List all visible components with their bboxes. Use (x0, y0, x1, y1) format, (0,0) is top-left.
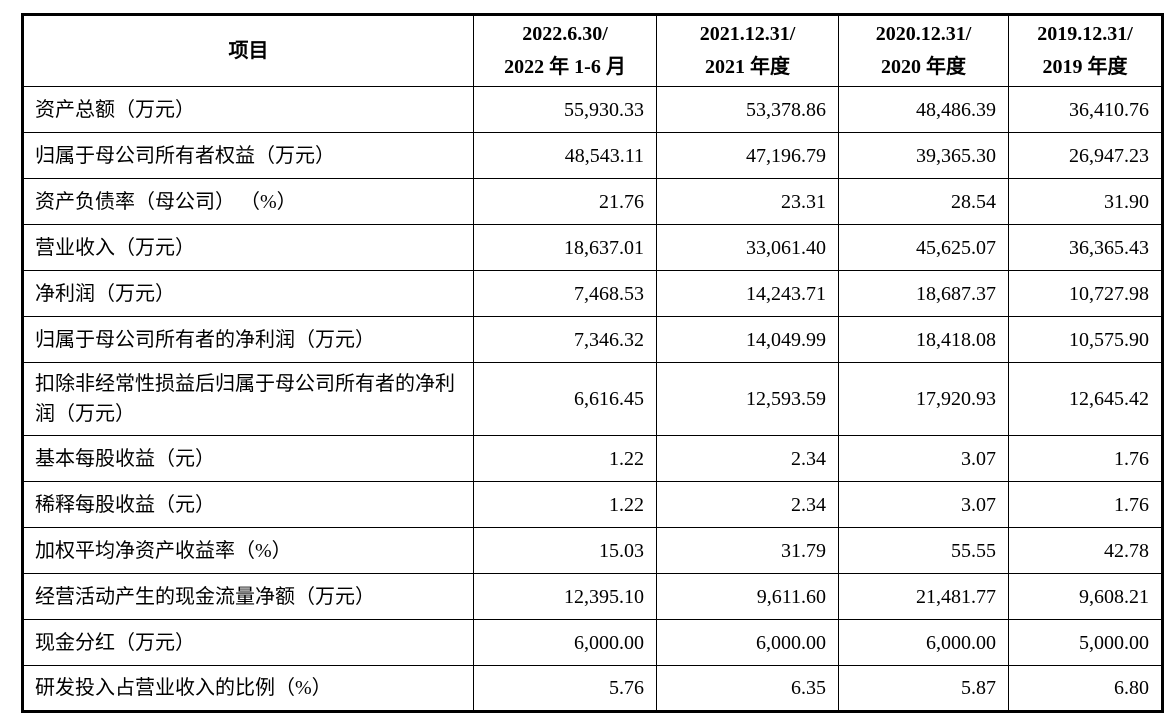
row-value: 9,608.21 (1008, 573, 1163, 620)
row-value: 14,243.71 (656, 270, 839, 317)
row-value: 12,395.10 (473, 573, 657, 620)
row-value: 1.22 (473, 435, 657, 482)
row-value: 45,625.07 (838, 224, 1009, 271)
financial-summary-table: 项目 2022.6.30/ 2022 年 1-6 月 2021.12.31/ 2… (21, 13, 1164, 713)
item-header-label: 项目 (228, 39, 269, 62)
table-row: 资产总额（万元） 55,930.33 53,378.86 48,486.39 3… (22, 86, 1163, 133)
column-header-period-2022: 2022.6.30/ 2022 年 1-6 月 (473, 14, 657, 87)
row-value: 31.90 (1008, 178, 1163, 225)
column-header-item: 项目 (22, 14, 474, 87)
row-value: 17,920.93 (838, 362, 1009, 436)
row-value: 1.22 (473, 481, 657, 528)
row-value: 42.78 (1008, 527, 1163, 574)
row-label: 经营活动产生的现金流量净额（万元） (22, 573, 474, 620)
row-value: 6.80 (1008, 665, 1163, 712)
row-value: 48,486.39 (838, 86, 1009, 133)
row-label: 稀释每股收益（元） (22, 481, 474, 528)
table-row: 归属于母公司所有者的净利润（万元） 7,346.32 14,049.99 18,… (22, 316, 1163, 363)
period-date: 2019.12.31/ (1037, 23, 1133, 45)
row-value: 3.07 (838, 481, 1009, 528)
row-label: 研发投入占营业收入的比例（%） (22, 665, 474, 712)
row-value: 5.87 (838, 665, 1009, 712)
row-value: 10,575.90 (1008, 316, 1163, 363)
period-date: 2021.12.31/ (699, 23, 796, 45)
row-label: 营业收入（万元） (22, 224, 474, 271)
row-label: 现金分红（万元） (22, 619, 474, 666)
row-value: 55,930.33 (473, 86, 657, 133)
row-value: 47,196.79 (656, 132, 839, 179)
row-value: 5,000.00 (1008, 619, 1163, 666)
column-header-period-2019: 2019.12.31/ 2019 年度 (1008, 14, 1163, 87)
row-value: 5.76 (473, 665, 657, 712)
table-row: 现金分红（万元） 6,000.00 6,000.00 6,000.00 5,00… (22, 619, 1163, 666)
period-range: 2021 年度 (705, 56, 790, 78)
row-value: 23.31 (656, 178, 839, 225)
row-label: 归属于母公司所有者的净利润（万元） (22, 316, 474, 363)
period-date: 2022.6.30/ (522, 23, 608, 45)
row-value: 53,378.86 (656, 86, 839, 133)
row-value: 9,611.60 (656, 573, 839, 620)
row-value: 2.34 (656, 481, 839, 528)
table-row: 加权平均净资产收益率（%） 15.03 31.79 55.55 42.78 (22, 527, 1163, 574)
row-label: 基本每股收益（元） (22, 435, 474, 482)
row-value: 21,481.77 (838, 573, 1009, 620)
row-value: 7,468.53 (473, 270, 657, 317)
column-header-period-2021: 2021.12.31/ 2021 年度 (656, 14, 839, 87)
column-header-period-2020: 2020.12.31/ 2020 年度 (838, 14, 1009, 87)
period-range: 2019 年度 (1042, 56, 1128, 78)
row-label: 扣除非经常性损益后归属于母公司所有者的净利润（万元） (22, 362, 474, 436)
row-value: 18,637.01 (473, 224, 657, 271)
row-value: 12,645.42 (1008, 362, 1163, 436)
table-row: 基本每股收益（元） 1.22 2.34 3.07 1.76 (22, 435, 1163, 482)
row-value: 14,049.99 (656, 316, 839, 363)
table-row: 资产负债率（母公司） （%） 21.76 23.31 28.54 31.90 (22, 178, 1163, 225)
row-value: 31.79 (656, 527, 839, 574)
table-row: 经营活动产生的现金流量净额（万元） 12,395.10 9,611.60 21,… (22, 573, 1163, 620)
row-value: 33,061.40 (656, 224, 839, 271)
row-value: 6,000.00 (473, 619, 657, 666)
row-value: 3.07 (838, 435, 1009, 482)
row-value: 6,000.00 (656, 619, 839, 666)
period-date: 2020.12.31/ (875, 23, 972, 45)
table-row: 研发投入占营业收入的比例（%） 5.76 6.35 5.87 6.80 (22, 665, 1163, 712)
period-range: 2022 年 1-6 月 (504, 56, 626, 78)
row-value: 2.34 (656, 435, 839, 482)
row-value: 28.54 (838, 178, 1009, 225)
row-value: 15.03 (473, 527, 657, 574)
row-value: 26,947.23 (1008, 132, 1163, 179)
row-value: 6,000.00 (838, 619, 1009, 666)
row-label: 加权平均净资产收益率（%） (22, 527, 474, 574)
table-row: 扣除非经常性损益后归属于母公司所有者的净利润（万元） 6,616.45 12,5… (22, 362, 1163, 436)
row-value: 12,593.59 (656, 362, 839, 436)
row-value: 36,365.43 (1008, 224, 1163, 271)
row-value: 36,410.76 (1008, 86, 1163, 133)
row-value: 55.55 (838, 527, 1009, 574)
row-label: 净利润（万元） (22, 270, 474, 317)
row-value: 18,418.08 (838, 316, 1009, 363)
table-header-row: 项目 2022.6.30/ 2022 年 1-6 月 2021.12.31/ 2… (22, 14, 1163, 87)
row-value: 7,346.32 (473, 316, 657, 363)
table-row: 归属于母公司所有者权益（万元） 48,543.11 47,196.79 39,3… (22, 132, 1163, 179)
row-value: 39,365.30 (838, 132, 1009, 179)
row-label: 资产总额（万元） (22, 86, 474, 133)
row-label: 资产负债率（母公司） （%） (22, 178, 474, 225)
row-value: 6.35 (656, 665, 839, 712)
row-value: 1.76 (1008, 435, 1163, 482)
table-row: 营业收入（万元） 18,637.01 33,061.40 45,625.07 3… (22, 224, 1163, 271)
row-value: 48,543.11 (473, 132, 657, 179)
row-label: 归属于母公司所有者权益（万元） (22, 132, 474, 179)
table-row: 稀释每股收益（元） 1.22 2.34 3.07 1.76 (22, 481, 1163, 528)
period-range: 2020 年度 (881, 56, 966, 78)
row-value: 6,616.45 (473, 362, 657, 436)
table-row: 净利润（万元） 7,468.53 14,243.71 18,687.37 10,… (22, 270, 1163, 317)
table-body: 资产总额（万元） 55,930.33 53,378.86 48,486.39 3… (22, 86, 1163, 712)
row-value: 18,687.37 (838, 270, 1009, 317)
row-value: 10,727.98 (1008, 270, 1163, 317)
row-value: 1.76 (1008, 481, 1163, 528)
row-value: 21.76 (473, 178, 657, 225)
